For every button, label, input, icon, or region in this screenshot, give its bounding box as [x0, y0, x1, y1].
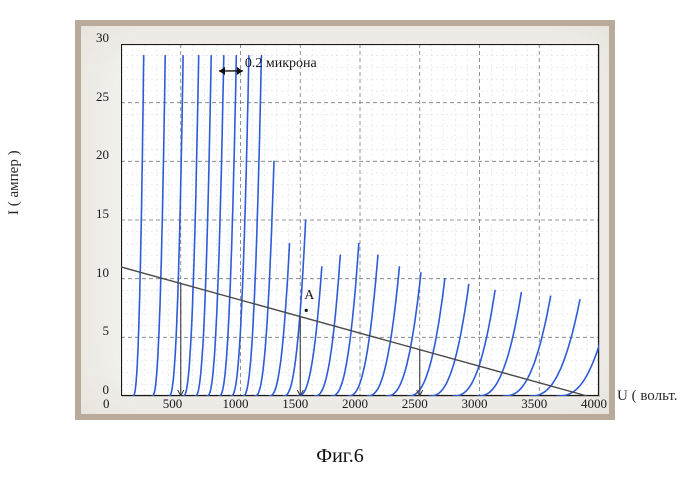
plot-area — [121, 44, 599, 396]
chart-panel — [75, 20, 615, 420]
figure-wrapper: I ( ампер ) U ( вольт. ) Фиг.6 0.2 микро… — [0, 0, 680, 500]
chart-svg — [121, 44, 599, 396]
y-axis-label: I ( ампер ) — [6, 150, 23, 215]
x-axis-label: U ( вольт. ) — [617, 388, 680, 405]
figure-caption: Фиг.6 — [0, 445, 680, 468]
